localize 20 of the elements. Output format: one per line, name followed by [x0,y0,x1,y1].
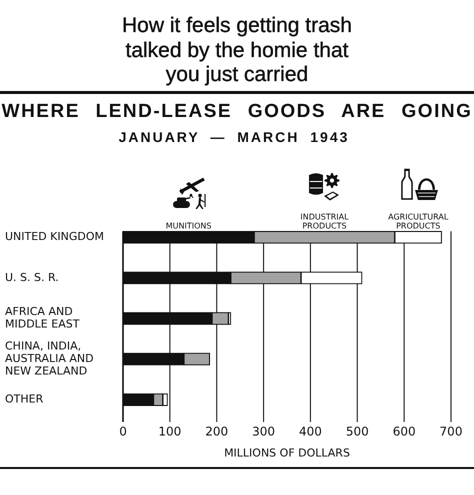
x-tick-label: 400 [298,424,322,438]
series-label: INDUSTRIAL PRODUCTS [300,212,350,230]
y-tick-label: AFRICA AND MIDDLE EAST [5,305,80,331]
x-tick-label: 200 [205,424,228,438]
x-axis-title: MILLIONS OF DOLLARS [224,446,350,460]
x-tick-label: 600 [392,424,416,438]
y-tick-label: CHINA, INDIA, AUSTRALIA AND NEW ZEALAND [5,339,94,378]
y-tick-label: U. S. S. R. [5,270,59,284]
text: How it feels getting trash talked by the homie that you just carried [121,14,353,88]
chart-title: WHERE LEND-LEASE GOODS ARE GOING [0,101,474,123]
x-tick-label: 300 [252,424,276,438]
y-tick-label: UNITED KINGDOM [5,230,104,244]
x-tick-label: 500 [346,424,369,438]
x-tick-label: 700 [440,424,462,438]
chart-subtitle: JANUARY — MARCH 1943 [118,129,350,145]
x-tick-label: 0 [119,424,127,438]
y-tick-label: OTHER [5,392,44,406]
series-label: AGRICULTURAL PRODUCTS [388,212,449,230]
series-label: MUNITIONS [166,221,212,230]
x-tick-label: 100 [158,424,182,438]
